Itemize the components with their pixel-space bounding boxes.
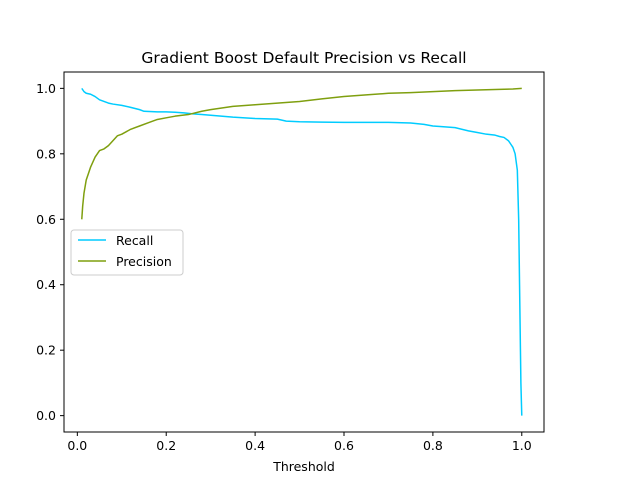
legend-label-precision: Precision: [116, 254, 172, 269]
legend-label-recall: Recall: [116, 233, 153, 248]
x-tick-label: 0.6: [334, 438, 354, 453]
x-axis-label: Threshold: [272, 459, 335, 474]
y-tick-label: 0.8: [36, 146, 56, 161]
x-tick-label: 0.0: [67, 438, 87, 453]
x-tick-label: 0.2: [156, 438, 176, 453]
x-tick-label: 0.8: [423, 438, 443, 453]
y-tick-label: 1.0: [36, 81, 56, 96]
y-tick-label: 0.6: [36, 212, 56, 227]
legend: Recall Precision: [70, 229, 184, 276]
x-tick-label: 0.4: [245, 438, 265, 453]
plot-frame: [63, 71, 545, 433]
y-tick-label: 0.2: [36, 343, 56, 358]
series-line-recall: [81, 87, 523, 416]
legend-box: [70, 229, 184, 276]
x-tick-label: 1.0: [512, 438, 532, 453]
ticks-layer: 0.0 0.2 0.4 0.6 0.8 1.0 0.0 0.2 0.4 0.6 0.8 1.0: [36, 81, 532, 453]
chart-title: Gradient Boost Default Precision vs Reca…: [141, 49, 466, 67]
series-layer: [81, 87, 523, 416]
series-line-precision: [81, 87, 522, 220]
y-tick-label: 0.0: [36, 408, 56, 423]
y-tick-label: 0.4: [36, 277, 56, 292]
